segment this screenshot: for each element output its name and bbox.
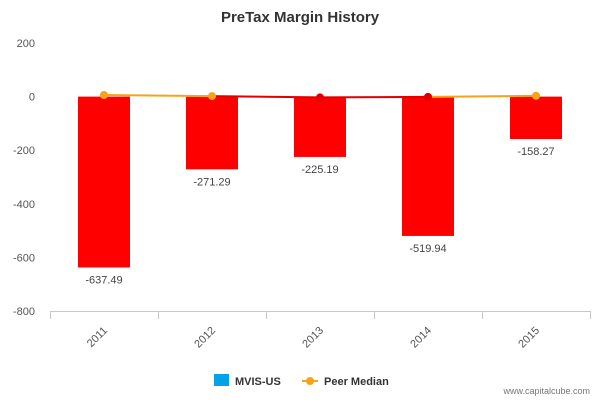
legend-label-peer-median: Peer Median [324, 376, 389, 388]
x-tick-label: 2011 [85, 325, 110, 350]
peer-median-point-2015[interactable] [532, 91, 540, 100]
legend-label-mvis: MVIS-US [235, 376, 281, 388]
bar-2014[interactable] [402, 96, 454, 236]
data-label-2011: -637.49 [85, 274, 122, 286]
x-tick-label: 2014 [408, 325, 434, 351]
y-tick-label: -200 [13, 145, 35, 157]
x-tick-label: 2015 [516, 325, 542, 351]
data-label-2014: -519.94 [409, 243, 446, 255]
y-tick-label: 200 [17, 38, 35, 50]
peer-median-point-2014[interactable] [424, 92, 432, 101]
legend-marker-peer-median [306, 377, 314, 385]
y-tick-label: 0 [29, 92, 35, 104]
data-label-2015: -158.27 [517, 146, 554, 158]
source-credit: www.capitalcube.com [502, 386, 590, 396]
y-tick-label: -800 [13, 306, 35, 318]
line-series [100, 90, 540, 102]
y-tick-label: -400 [13, 199, 35, 211]
y-axis: 200 0 -200 -400 -600 -800 [13, 38, 35, 318]
bar-2012[interactable] [186, 96, 238, 170]
data-label-2013: -225.19 [301, 164, 338, 176]
legend[interactable]: MVIS-US Peer Median [214, 374, 389, 388]
x-tick-label: 2013 [300, 325, 326, 351]
peer-median-segment [103, 93, 213, 98]
peer-median-segment [211, 95, 321, 99]
peer-median-segment [319, 95, 429, 99]
bar-2013[interactable] [294, 96, 346, 157]
x-axis: 2011 2012 2013 2014 2015 [50, 311, 591, 350]
bar-2011[interactable] [78, 96, 130, 268]
bar-2015[interactable] [510, 96, 562, 140]
legend-swatch-mvis [214, 374, 229, 386]
peer-median-segment [427, 94, 537, 98]
chart-title: PreTax Margin History [221, 9, 380, 26]
data-label-2012: -271.29 [193, 176, 230, 188]
y-tick-label: -600 [13, 252, 35, 264]
bar-series [78, 96, 562, 268]
peer-median-point-2012[interactable] [208, 92, 216, 101]
x-tick-label: 2012 [192, 325, 218, 351]
data-labels: -637.49 -271.29 -225.19 -519.94 -158.27 [85, 146, 554, 286]
peer-median-point-2013[interactable] [316, 93, 324, 102]
peer-median-point-2011[interactable] [100, 90, 108, 99]
